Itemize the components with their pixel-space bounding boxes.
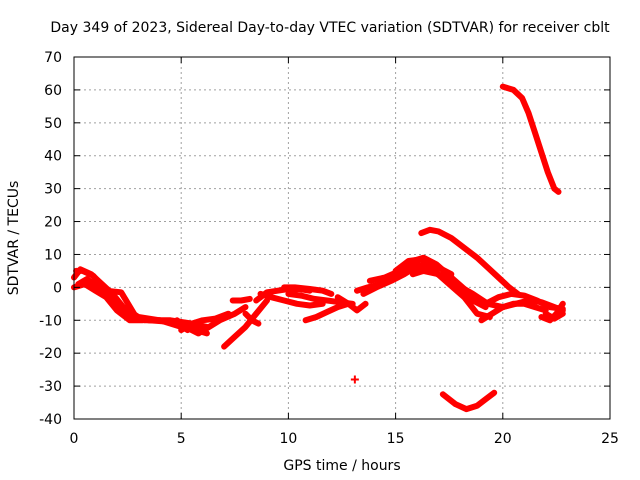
data-series: [71, 83, 566, 413]
x-tick-label: 15: [387, 431, 405, 447]
series-arc-16: [302, 300, 352, 324]
series-arc-28: [478, 300, 549, 324]
series-arc-11: [242, 310, 262, 327]
y-tick-label: 20: [44, 215, 62, 231]
y-tick-labels: -40 -30 -20 -10 0 10 20 30 40 50 60 70: [39, 50, 62, 428]
y-tick-label: 70: [44, 50, 62, 66]
series-arc-8: [178, 310, 232, 334]
x-axis-label: GPS time / hours: [283, 458, 400, 474]
isolated-point: [350, 375, 359, 384]
y-tick-label: 0: [53, 280, 62, 296]
series-arc-13: [257, 290, 326, 309]
y-tick-label: -30: [39, 379, 62, 395]
series-arc-17: [334, 294, 369, 314]
x-tick-label: 0: [70, 431, 79, 447]
y-axis-label: SDTVAR / TECUs: [6, 181, 22, 296]
series-arc-3: [71, 281, 146, 324]
series-arc-14: [281, 284, 335, 297]
chart-title: Day 349 of 2023, Sidereal Day-to-day VTE…: [50, 20, 610, 36]
x-tick-label: 20: [494, 431, 512, 447]
series-arc-24: [418, 226, 521, 297]
x-tick-label: 5: [177, 431, 186, 447]
series-arc-10: [229, 295, 253, 304]
series-arc-30: [542, 310, 566, 322]
x-tick-labels: 0 5 10 15 20 25: [70, 431, 619, 447]
y-tick-label: 40: [44, 149, 62, 165]
series-arc-31: [499, 83, 562, 195]
x-tick-label: 25: [601, 431, 619, 447]
y-tick-label: -20: [39, 346, 62, 362]
gridlines: [74, 57, 610, 419]
x-tick-label: 10: [279, 431, 297, 447]
y-tick-label: 30: [44, 182, 62, 198]
series-arc-9: [221, 297, 270, 350]
series-arc-25: [439, 389, 498, 413]
y-tick-label: 60: [44, 83, 62, 99]
plot-frame: [73, 56, 611, 420]
series-arc-4: [73, 267, 137, 317]
y-tick-label: -10: [39, 313, 62, 329]
y-tick-label: 10: [44, 247, 62, 263]
y-tick-label: -40: [39, 412, 62, 428]
y-tick-label: 50: [44, 116, 62, 132]
